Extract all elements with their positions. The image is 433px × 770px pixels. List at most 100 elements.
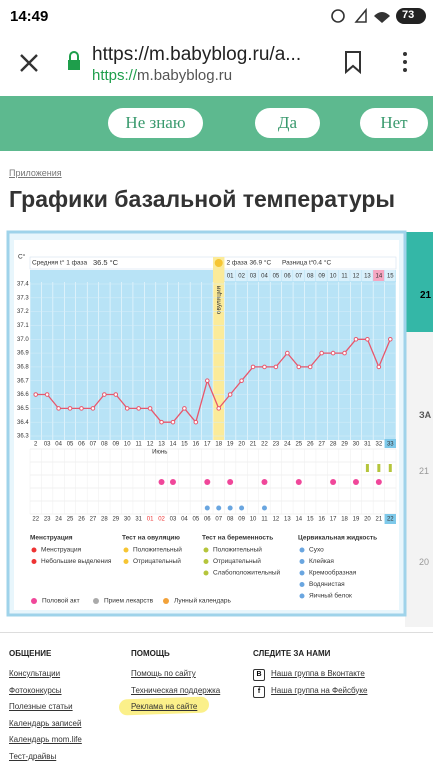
phase2-day: 05 — [273, 274, 280, 280]
legend-item: Слабоположительный — [213, 569, 281, 577]
legend-icon — [31, 559, 37, 564]
footer-icon: f — [253, 685, 265, 698]
date-label: 21 — [376, 517, 383, 523]
x-tick-label: 16 — [193, 442, 200, 448]
date-label: 16 — [318, 517, 325, 523]
sidebar-text: 21 — [419, 466, 430, 476]
temperature-point — [227, 392, 233, 397]
x-tick-label: 12 — [147, 442, 154, 448]
heart-icon — [352, 479, 359, 485]
header-text: 2 фаза — [226, 260, 247, 267]
footer-link[interactable]: Тест-драйвы — [9, 751, 57, 761]
footer-link[interactable]: Реклама на сайте — [131, 702, 198, 711]
footer-link[interactable]: Техническая поддержка — [131, 685, 221, 695]
legend-title: Цервикальная жидкость — [298, 535, 377, 542]
day-cell — [224, 270, 236, 281]
footer-link[interactable]: Календарь mom.life — [9, 735, 82, 744]
answer-button[interactable]: Да — [255, 108, 320, 138]
battery-level: 73 — [402, 9, 415, 21]
breadcrumb[interactable]: Приложения — [9, 168, 62, 178]
phase2-day: 06 — [284, 274, 291, 280]
footer-link[interactable]: Консультации — [9, 669, 61, 678]
legend-item: Менструация — [41, 547, 82, 554]
legend-item: Половой акт — [42, 597, 80, 605]
answer-button[interactable]: Нет — [360, 108, 428, 138]
x-tick-label: 05 — [67, 442, 74, 448]
day-cell — [258, 270, 270, 281]
legend-icon — [299, 570, 305, 576]
date-label: 06 — [204, 517, 211, 523]
heart-icon — [295, 479, 302, 485]
day-cell — [247, 270, 259, 281]
date-label: 28 — [101, 517, 108, 523]
date-label: 09 — [238, 517, 245, 523]
phase2-day: 03 — [250, 274, 257, 280]
temperature-point — [113, 392, 119, 397]
temperature-point — [319, 350, 324, 356]
temperature-point — [193, 419, 199, 425]
temperature-point — [204, 378, 210, 384]
drop-icon — [216, 505, 222, 511]
answer-button[interactable]: Не знаю — [108, 108, 203, 138]
ovulation-icon — [214, 259, 223, 267]
heart-icon — [261, 479, 268, 485]
status-time: 14:49 — [10, 8, 49, 25]
footer-icon: В — [253, 669, 265, 681]
header-value: 0.4 °C — [313, 259, 331, 267]
legend-item: Прием лекарств — [104, 598, 154, 605]
temperature-point — [239, 378, 244, 384]
footer-link[interactable]: Помощь по сайту — [131, 669, 196, 678]
heart-icon — [330, 479, 337, 485]
y-tick-label: 36.9 — [17, 351, 29, 357]
legend-item: Кремообразная — [309, 569, 357, 577]
temperature-point — [296, 364, 302, 370]
x-tick-label: 07 — [90, 442, 97, 448]
phase2-day: 15 — [387, 274, 394, 280]
phase2-day: 13 — [364, 274, 371, 280]
url[interactable]: https://m.babyblog.ru/a... — [92, 44, 302, 65]
footer-link[interactable]: Календарь записей — [9, 718, 82, 728]
header-value: 36.9 °C — [249, 259, 271, 267]
temperature-point — [136, 406, 141, 411]
sidebar-text: 21 — [420, 290, 432, 301]
status-icons — [331, 7, 426, 24]
legend-icon — [299, 582, 305, 587]
footer-heading: ОБЩЕНИЕ — [9, 649, 52, 658]
footer-link[interactable]: Полезные статьи — [9, 702, 73, 711]
test-icon — [377, 464, 381, 472]
temperature-point — [353, 336, 359, 342]
date-label: 04 — [181, 517, 188, 523]
footer-link[interactable]: Наша группа в Вконтакте — [271, 669, 365, 678]
x-tick-label: 11 — [136, 442, 143, 448]
footer-link[interactable]: Фотоконкурсы — [9, 685, 62, 695]
date-label: 29 — [112, 517, 119, 523]
date-label: 15 — [307, 517, 314, 523]
temperature-point — [67, 406, 73, 411]
day-cell — [361, 270, 373, 281]
phase2-day: 14 — [376, 274, 383, 280]
date-label: 10 — [250, 517, 257, 523]
ovulation-label: овуляция — [215, 285, 222, 314]
temperature-point — [182, 406, 187, 411]
header-text: Средняя t° 1 фаза — [32, 259, 88, 267]
heart-icon — [204, 479, 211, 485]
x-tick-label: 08 — [101, 442, 108, 448]
date-label: 22 — [32, 517, 39, 523]
date-label: 01 — [147, 517, 154, 523]
drop-icon — [227, 505, 233, 511]
date-label: 07 — [215, 517, 222, 523]
x-tick-label: 19 — [227, 442, 234, 448]
date-label: 24 — [55, 517, 62, 523]
legend-icon — [123, 559, 129, 564]
sidebar-text: 20 — [419, 557, 430, 567]
y-tick-label: 36.7 — [17, 378, 29, 384]
date-label: 27 — [90, 517, 97, 523]
phase2-day: 09 — [318, 274, 325, 280]
footer-link[interactable]: Наша группа на Фейсбуке — [271, 685, 368, 695]
x-tick-label: 2 — [34, 442, 38, 448]
legend-icon — [299, 547, 305, 553]
phase2-day: 01 — [227, 274, 234, 280]
date-label: 02 — [158, 517, 165, 523]
temperature-point — [307, 364, 313, 370]
legend-item: Отрицательный — [213, 557, 261, 565]
